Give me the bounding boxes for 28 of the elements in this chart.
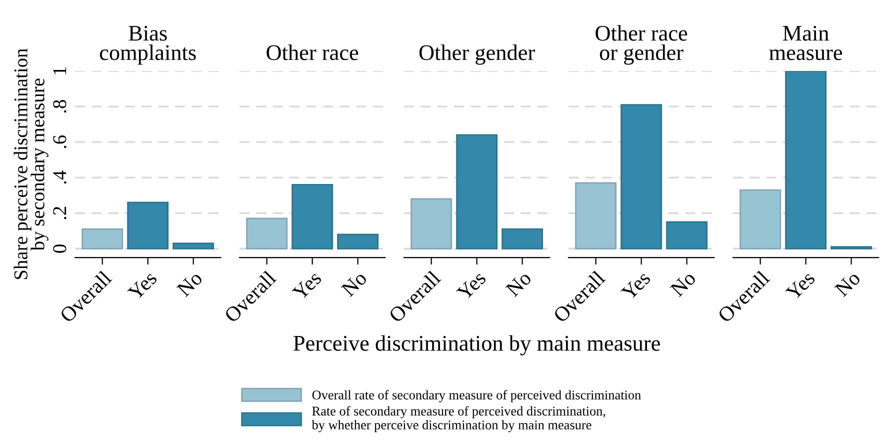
x-tick-label: Yes (292, 270, 322, 301)
chart-title: Other race (266, 44, 358, 60)
y-tick-label: .4 (53, 170, 66, 184)
legend-label: Rate of secondary measure of perceived discrimination, by whether perceive discrimination by main measure (312, 406, 606, 432)
x-tick-label: No (670, 270, 697, 298)
x-axis-title: Perceive discrimination by main measure (294, 335, 660, 356)
x-tick-label: Yes (785, 270, 816, 301)
y-tick-label: .8 (53, 100, 66, 113)
bar (82, 228, 124, 250)
bar (172, 242, 214, 250)
x-tick-label: Yes (127, 270, 158, 301)
chart-title: Other gender (419, 44, 535, 65)
x-tick-label: No (340, 270, 368, 298)
legend-label: Overall rate of secondary measure of perceived discrimination (312, 390, 641, 402)
y-tick-label: 1 (53, 67, 66, 74)
chart-title: Bias complaints (100, 26, 196, 65)
x-tick-label: No (505, 270, 532, 298)
x-tick-label: Yes (620, 270, 652, 301)
y-tick-label: 0 (53, 244, 66, 253)
y-tick-label: .2 (53, 206, 66, 220)
x-tick-label: No (176, 270, 204, 298)
x-tick-label: No (834, 270, 862, 298)
y-axis-title: Share perceive discrimination by secondary measure (14, 48, 48, 280)
y-tick-label: .6 (53, 135, 66, 148)
x-tick-label: Yes (456, 270, 487, 301)
bar (127, 202, 169, 250)
chart-title: Other race or gender (596, 25, 688, 65)
chart-title: Main measure (769, 26, 842, 60)
